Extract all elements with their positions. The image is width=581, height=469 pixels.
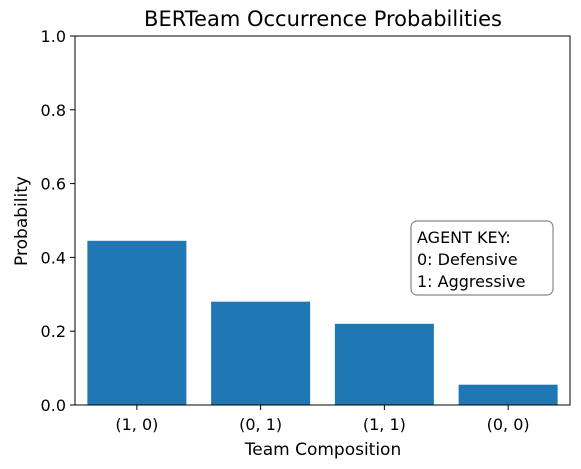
bar: [458, 384, 558, 405]
y-tick-label: 0.6: [41, 175, 66, 194]
x-tick-label: (0, 0): [487, 415, 530, 434]
y-tick-label: 1.0: [41, 27, 66, 46]
x-tick-label: (0, 1): [239, 415, 282, 434]
chart-title: BERTeam Occurrence Probabilities: [144, 7, 502, 31]
bar: [211, 301, 311, 405]
bar: [87, 240, 187, 405]
x-tick-label: (1, 0): [115, 415, 158, 434]
x-axis-label: Team Composition: [244, 440, 402, 460]
y-tick-label: 0.2: [41, 322, 66, 341]
annotation-line: AGENT KEY:: [417, 228, 511, 247]
bar: [334, 323, 434, 405]
y-axis-ticks: 0.0 0.2 0.4 0.6 0.8 1.0: [41, 27, 75, 415]
annotation-line: 1: Aggressive: [417, 272, 525, 291]
x-axis-ticks: (1, 0) (0, 1) (1, 1) (0, 0): [115, 405, 530, 434]
plot-frame: [74, 35, 571, 406]
y-tick-label: 0.8: [41, 101, 66, 120]
y-tick-label: 0.4: [41, 248, 66, 267]
bars-group: [87, 240, 558, 405]
x-tick-label: (1, 1): [363, 415, 406, 434]
annotation-line: 0: Defensive: [417, 250, 518, 269]
y-axis-label: Probability: [12, 176, 32, 266]
annotation-box: [410, 220, 554, 296]
agent-key-annotation: AGENT KEY: 0: Defensive 1: Aggressive: [410, 220, 554, 296]
y-tick-label: 0.0: [41, 396, 66, 415]
